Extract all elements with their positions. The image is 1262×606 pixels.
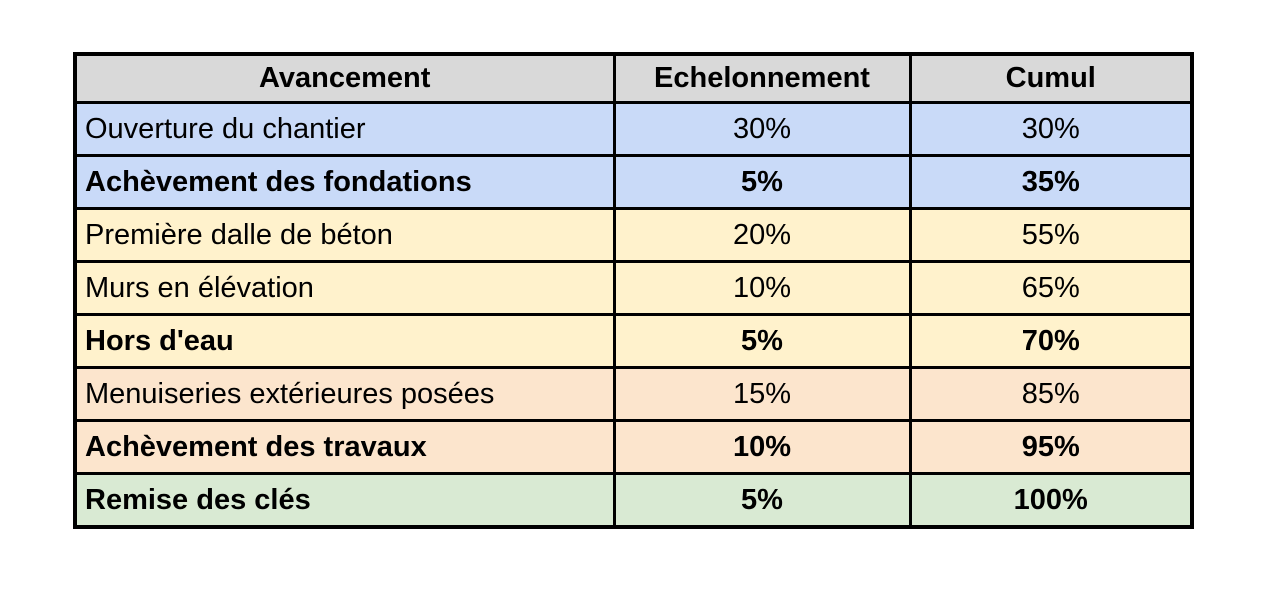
row-echelonnement: 15% bbox=[612, 366, 912, 422]
row-label: Achèvement des travaux bbox=[73, 419, 616, 475]
row-label: Première dalle de béton bbox=[73, 207, 616, 263]
row-cumul: 85% bbox=[908, 366, 1194, 422]
table-header-row: Avancement Echelonnement Cumul bbox=[73, 52, 1194, 104]
row-cumul: 35% bbox=[908, 154, 1194, 210]
row-echelonnement: 5% bbox=[612, 313, 912, 369]
table-row: Remise des clés 5% 100% bbox=[73, 472, 1194, 529]
row-cumul: 65% bbox=[908, 260, 1194, 316]
row-echelonnement: 10% bbox=[612, 419, 912, 475]
row-label: Menuiseries extérieures posées bbox=[73, 366, 616, 422]
row-cumul: 55% bbox=[908, 207, 1194, 263]
payment-schedule-table: Avancement Echelonnement Cumul Ouverture… bbox=[73, 52, 1194, 529]
row-label: Hors d'eau bbox=[73, 313, 616, 369]
row-label: Ouverture du chantier bbox=[73, 101, 616, 157]
row-cumul: 100% bbox=[908, 472, 1194, 529]
table-row: Hors d'eau 5% 70% bbox=[73, 313, 1194, 369]
table-row: Ouverture du chantier 30% 30% bbox=[73, 101, 1194, 157]
header-avancement: Avancement bbox=[73, 52, 616, 104]
table-row: Première dalle de béton 20% 55% bbox=[73, 207, 1194, 263]
row-cumul: 70% bbox=[908, 313, 1194, 369]
table-row: Murs en élévation 10% 65% bbox=[73, 260, 1194, 316]
row-echelonnement: 10% bbox=[612, 260, 912, 316]
row-label: Remise des clés bbox=[73, 472, 616, 529]
table-row: Achèvement des fondations 5% 35% bbox=[73, 154, 1194, 210]
header-cumul: Cumul bbox=[908, 52, 1194, 104]
row-echelonnement: 5% bbox=[612, 472, 912, 529]
table-row: Menuiseries extérieures posées 15% 85% bbox=[73, 366, 1194, 422]
row-label: Murs en élévation bbox=[73, 260, 616, 316]
row-echelonnement: 5% bbox=[612, 154, 912, 210]
table-row: Achèvement des travaux 10% 95% bbox=[73, 419, 1194, 475]
row-echelonnement: 20% bbox=[612, 207, 912, 263]
row-label: Achèvement des fondations bbox=[73, 154, 616, 210]
row-cumul: 30% bbox=[908, 101, 1194, 157]
header-echelonnement: Echelonnement bbox=[612, 52, 912, 104]
payment-schedule-table-wrap: Avancement Echelonnement Cumul Ouverture… bbox=[73, 52, 1194, 529]
row-cumul: 95% bbox=[908, 419, 1194, 475]
row-echelonnement: 30% bbox=[612, 101, 912, 157]
